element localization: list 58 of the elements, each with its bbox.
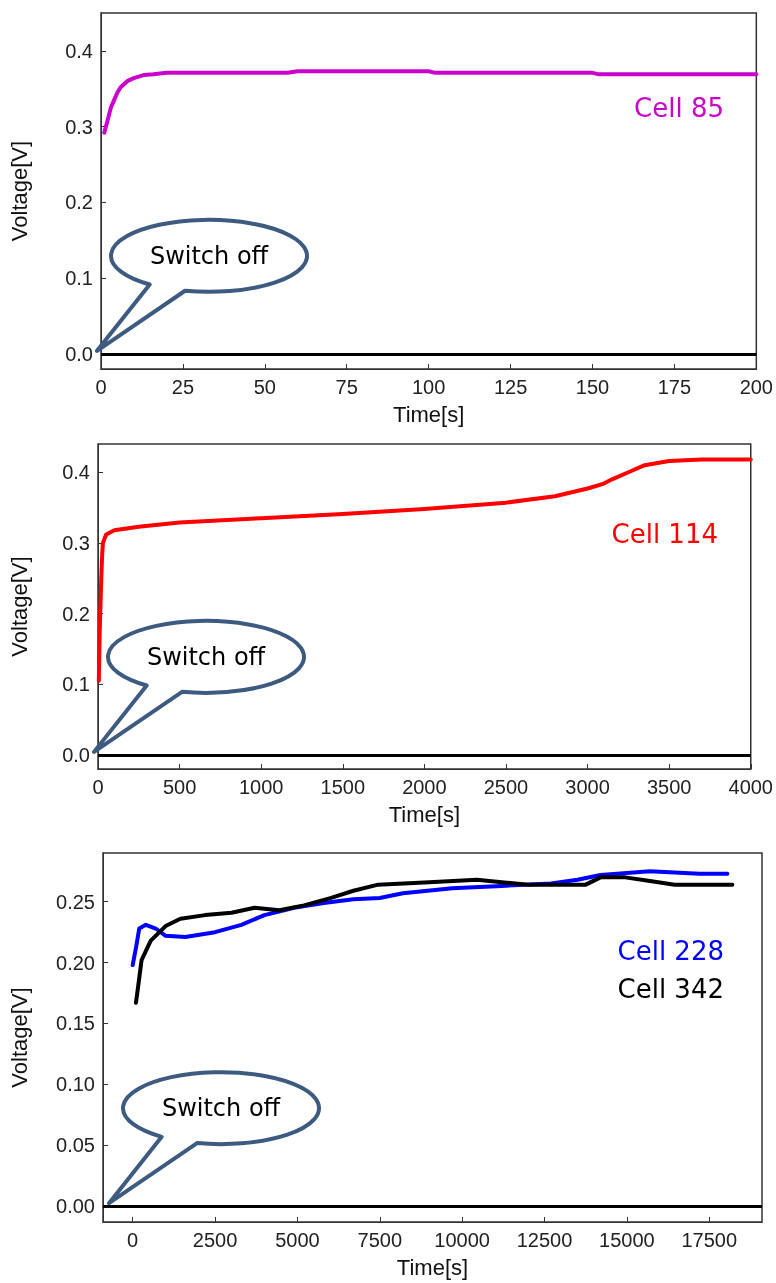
y-tick-label: 0.05	[56, 1134, 95, 1157]
x-tick-label: 75	[335, 376, 358, 398]
y-tick-label: 0.20	[56, 951, 95, 974]
line-series	[96, 457, 753, 683]
x-tick-label: 500	[162, 776, 197, 798]
x-tick-label: 1500	[320, 776, 366, 798]
x-tick-label: 2000	[402, 776, 447, 798]
y-tick-label: 0.3	[62, 531, 90, 554]
x-tick-label: 2500	[483, 776, 529, 798]
x-tick-label: 5000	[275, 1229, 320, 1251]
y-tick-label: 0.1	[65, 267, 93, 290]
y-tick-label: 0.1	[62, 673, 90, 696]
y-tick-label: 0.15	[56, 1012, 95, 1035]
y-axis-title: Voltage[V]	[6, 987, 32, 1088]
y-tick-label: 0.0	[65, 342, 93, 365]
x-axis-title: Time[s]	[393, 401, 465, 427]
series-label: Cell 114	[611, 519, 719, 550]
x-axis-title: Time[s]	[388, 801, 461, 827]
y-tick-label: 0.0	[62, 743, 90, 766]
annotation: Switch off	[149, 241, 269, 270]
x-tick-label: 175	[657, 376, 692, 398]
x-tick-label: 3000	[565, 776, 610, 798]
text: Cell 228	[617, 935, 725, 966]
x-tick-label: 100	[411, 376, 446, 398]
line-series	[102, 69, 759, 135]
annotation: Switch off	[161, 1094, 281, 1123]
y-tick-label: 0.10	[56, 1073, 95, 1096]
y-tick-label: 0.4	[62, 461, 90, 484]
annotation: Switch off	[146, 642, 266, 671]
line-series	[133, 875, 735, 1005]
y-tick-label: 0.2	[65, 191, 93, 214]
x-tick-label: 0	[127, 1229, 139, 1251]
x-tick-label: 0	[92, 776, 104, 798]
x-tick-label: 3500	[646, 776, 692, 798]
x-tick-label: 2500	[192, 1229, 238, 1251]
x-tick-label: 17500	[681, 1229, 738, 1251]
y-axis-title: Voltage[V]	[6, 140, 32, 242]
text: Cell 342	[617, 973, 725, 1004]
series-label: Cell 85	[634, 93, 725, 124]
y-tick-label: 0.4	[65, 39, 93, 62]
x-tick-label: 15000	[599, 1229, 655, 1251]
x-tick-label: 50	[253, 376, 276, 398]
y-tick-label: 0.00	[56, 1195, 95, 1218]
x-tick-label: 4000	[728, 776, 773, 798]
x-tick-label: 200	[739, 376, 773, 398]
x-tick-label: 1000	[238, 776, 284, 798]
y-axis-title: Voltage[V]	[6, 556, 32, 657]
x-tick-label: 10000	[434, 1229, 490, 1251]
y-tick-label: 0.3	[65, 115, 93, 138]
x-axis-title: Time[s]	[396, 1254, 469, 1280]
y-tick-label: 0.25	[56, 890, 95, 913]
y-tick-label: 0.2	[62, 602, 90, 625]
x-tick-label: 125	[493, 376, 528, 398]
x-tick-label: 0	[95, 376, 107, 398]
x-tick-label: 12500	[516, 1229, 573, 1251]
x-tick-label: 25	[171, 376, 195, 398]
x-tick-label: 7500	[357, 1229, 403, 1251]
x-tick-label: 150	[575, 376, 610, 398]
